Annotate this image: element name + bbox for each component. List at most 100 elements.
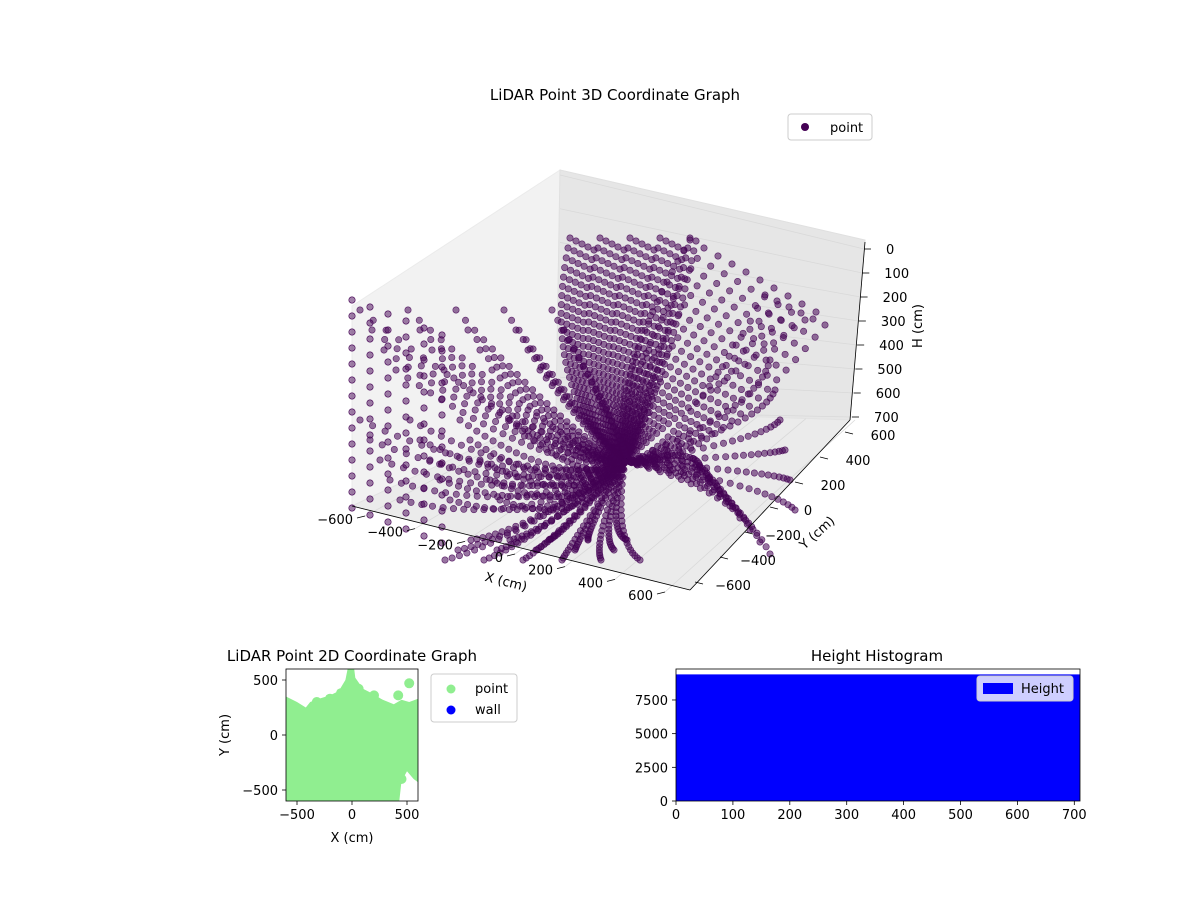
point-3d <box>570 287 578 295</box>
point-3d <box>489 437 497 445</box>
point-3d <box>645 381 653 389</box>
x-tick-label-histogram: 200 <box>777 808 802 823</box>
point-3d <box>431 487 439 495</box>
point-3d <box>801 316 809 324</box>
point-3d <box>811 333 819 341</box>
point-3d <box>590 264 598 272</box>
point-3d <box>728 437 736 445</box>
point-3d <box>729 381 737 389</box>
point-3d <box>588 378 596 386</box>
point-3d <box>458 354 466 362</box>
point-3d <box>521 489 529 497</box>
point-3d <box>746 325 754 333</box>
point-3d <box>695 440 703 448</box>
point-3d <box>537 427 545 435</box>
point-3d <box>572 473 580 481</box>
point-3d <box>479 420 487 428</box>
point-3d <box>690 247 698 255</box>
point-3d <box>633 393 641 401</box>
point-3d <box>642 370 650 378</box>
point-3d <box>542 460 550 468</box>
point-3d <box>348 296 356 304</box>
point-3d <box>791 506 799 514</box>
point-3d <box>473 335 481 343</box>
point-3d <box>537 441 545 449</box>
point-3d <box>677 455 685 463</box>
point-3d <box>770 339 778 347</box>
point-3d <box>747 451 755 459</box>
point-3d <box>669 375 677 383</box>
y-tick-3d <box>694 581 704 585</box>
point-3d <box>666 466 674 474</box>
legend-2d-wall-marker <box>446 705 456 715</box>
point-3d <box>489 505 497 513</box>
point-3d <box>565 402 573 410</box>
point-3d <box>683 372 691 380</box>
x-tick-label-histogram: 700 <box>1062 808 1087 823</box>
point-3d <box>636 556 644 564</box>
chart-histogram: Height Histogram 0 100 200 300 400 500 600 7000… <box>635 647 1087 823</box>
point-3d <box>531 437 539 445</box>
y-tick-label-3d: −400 <box>740 554 776 569</box>
point-3d <box>700 272 708 280</box>
point-3d <box>455 378 463 386</box>
point-3d <box>739 451 747 459</box>
point-3d <box>392 366 400 374</box>
point-3d <box>505 457 513 465</box>
point-3d <box>618 480 626 488</box>
point-3d <box>506 536 514 544</box>
point-3d <box>666 363 674 371</box>
point-3d <box>693 399 701 407</box>
point-3d <box>737 410 745 418</box>
point-3d <box>638 272 646 280</box>
point-3d <box>776 416 784 424</box>
y-tick-label-histogram: 0 <box>660 795 668 810</box>
point-3d <box>678 400 686 408</box>
point-3d <box>438 411 446 419</box>
point-3d <box>548 462 556 470</box>
point-3d <box>733 467 741 475</box>
point-3d <box>409 482 417 490</box>
point-3d <box>450 393 458 401</box>
point-3d <box>679 325 687 333</box>
point-3d <box>348 440 356 448</box>
point-3d <box>496 392 504 400</box>
point-3d <box>366 383 374 391</box>
point-3d <box>469 389 477 397</box>
point-3d <box>656 468 664 476</box>
point-3d <box>707 395 715 403</box>
point-3d <box>754 450 762 458</box>
point-3d <box>546 420 554 428</box>
point-3d <box>378 441 386 449</box>
point-3d <box>656 266 664 274</box>
point-3d <box>686 316 694 324</box>
point-3d <box>691 388 699 396</box>
point-3d <box>626 234 634 242</box>
point-3d <box>668 342 676 350</box>
legend-3d-marker <box>801 123 809 131</box>
point-3d <box>766 356 774 364</box>
point-3d <box>497 454 505 462</box>
point-3d <box>348 488 356 496</box>
point-3d <box>514 487 522 495</box>
point-3d <box>540 469 548 477</box>
point-3d <box>638 396 646 404</box>
point-3d <box>543 438 551 446</box>
point-3d <box>492 417 500 425</box>
y-tick-3d <box>819 456 829 460</box>
point-3d <box>588 430 596 438</box>
point-3d <box>527 490 535 498</box>
point-3d <box>636 385 644 393</box>
point-3d <box>598 296 606 304</box>
point-3d <box>687 438 695 446</box>
point-3d <box>620 466 628 474</box>
point-3d <box>652 463 660 471</box>
point-3d <box>757 323 765 331</box>
y-tick-label-3d: 200 <box>821 479 846 494</box>
ticks-histogram: 0 100 200 300 400 500 600 700 0 2500 5000 7500 <box>635 694 1087 823</box>
point-3d <box>519 519 527 527</box>
point-3d <box>582 253 590 261</box>
point-3d <box>773 376 781 384</box>
point-3d <box>552 482 560 490</box>
point-3d <box>738 396 746 404</box>
